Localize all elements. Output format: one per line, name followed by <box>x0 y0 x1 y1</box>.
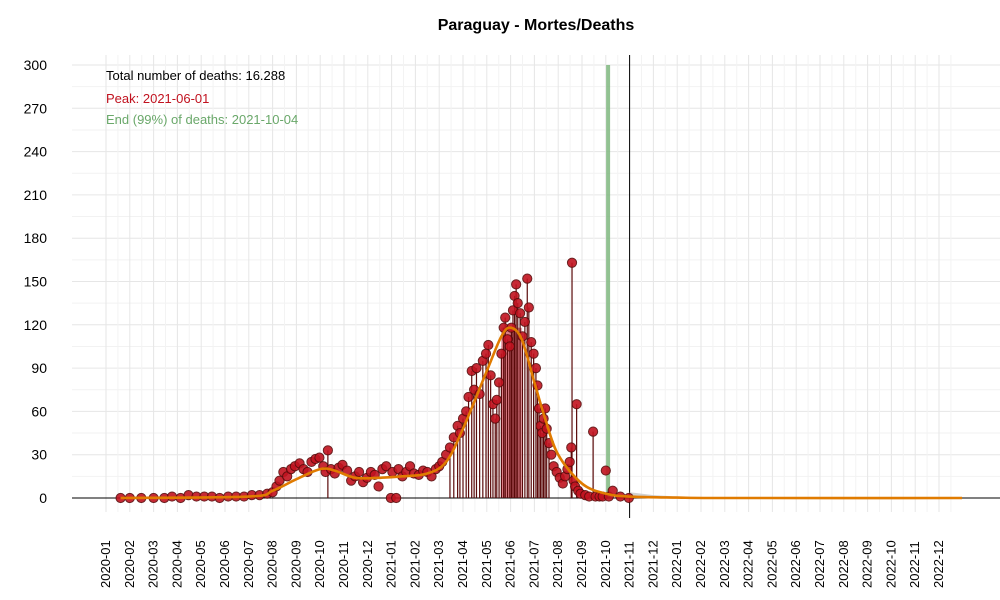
data-point <box>492 395 501 404</box>
x-tick-label: 2020-01 <box>98 540 113 588</box>
x-tick-label: 2021-08 <box>550 540 565 588</box>
data-point <box>520 317 529 326</box>
y-tick-label: 240 <box>24 144 48 160</box>
data-point <box>567 443 576 452</box>
x-tick-label: 2022-10 <box>883 540 898 588</box>
data-point <box>374 482 383 491</box>
data-point <box>572 400 581 409</box>
data-point <box>513 299 522 308</box>
y-tick-label: 0 <box>39 490 47 506</box>
x-tick-label: 2022-11 <box>907 541 922 588</box>
data-point <box>481 349 490 358</box>
data-point <box>491 414 500 423</box>
data-point <box>505 342 514 351</box>
y-tick-label: 90 <box>31 360 47 376</box>
data-point <box>392 493 401 502</box>
data-point <box>494 378 503 387</box>
annotation-peak: Peak: 2021-06-01 <box>106 91 209 106</box>
x-tick-label: 2020-02 <box>122 540 137 588</box>
y-tick-label: 270 <box>24 100 48 116</box>
x-tick-label: 2022-05 <box>764 540 779 588</box>
x-tick-label: 2022-07 <box>812 540 827 588</box>
x-tick-label: 2021-12 <box>645 540 660 588</box>
data-point <box>497 349 506 358</box>
x-tick-label: 2020-06 <box>217 540 232 588</box>
data-point <box>323 446 332 455</box>
x-tick-label: 2021-02 <box>407 540 422 588</box>
annotation-end: End (99%) of deaths: 2021-10-04 <box>106 112 298 127</box>
data-point <box>354 467 363 476</box>
annotation-total: Total number of deaths: 16.288 <box>106 68 285 83</box>
y-tick-label: 210 <box>24 187 48 203</box>
x-tick-label: 2021-09 <box>574 540 589 588</box>
y-tick-label: 180 <box>24 230 48 246</box>
end-line <box>606 65 610 498</box>
x-tick-label: 2020-07 <box>241 540 256 588</box>
data-point <box>565 457 574 466</box>
y-tick-label: 30 <box>31 447 47 463</box>
x-tick-label: 2021-07 <box>526 540 541 588</box>
data-point <box>624 493 633 502</box>
data-point <box>484 340 493 349</box>
data-point <box>601 466 610 475</box>
x-tick-label: 2022-02 <box>693 540 708 588</box>
x-tick-label: 2021-04 <box>455 540 470 588</box>
x-tick-label: 2022-06 <box>788 540 803 588</box>
data-point <box>523 274 532 283</box>
x-tick-label: 2021-10 <box>598 540 613 588</box>
data-point <box>529 349 538 358</box>
data-point <box>527 338 536 347</box>
x-tick-label: 2022-04 <box>741 540 756 588</box>
data-point <box>501 313 510 322</box>
x-tick-label: 2022-01 <box>669 540 684 588</box>
data-point <box>315 453 324 462</box>
x-tick-label: 2021-05 <box>479 540 494 588</box>
x-tick-label: 2020-12 <box>360 540 375 588</box>
data-point <box>547 450 556 459</box>
x-tick-label: 2021-11 <box>622 541 637 588</box>
y-tick-label: 120 <box>24 317 48 333</box>
x-tick-label: 2020-11 <box>336 541 351 588</box>
x-tick-label: 2020-08 <box>265 540 280 588</box>
x-tick-label: 2021-01 <box>384 540 399 588</box>
x-tick-label: 2021-03 <box>431 540 446 588</box>
x-tick-label: 2020-04 <box>169 540 184 588</box>
data-point <box>531 364 540 373</box>
x-tick-label: 2022-03 <box>717 540 732 588</box>
data-point <box>524 303 533 312</box>
x-tick-label: 2020-09 <box>288 540 303 588</box>
x-tick-label: 2021-06 <box>503 540 518 588</box>
y-tick-label: 300 <box>24 57 48 73</box>
x-tick-label: 2020-05 <box>193 540 208 588</box>
chart-title: Paraguay - Mortes/Deaths <box>438 17 635 34</box>
data-point <box>589 427 598 436</box>
data-point <box>516 309 525 318</box>
x-tick-label: 2022-09 <box>860 540 875 588</box>
x-tick-label: 2022-12 <box>931 540 946 588</box>
data-point <box>567 258 576 267</box>
y-tick-label: 60 <box>31 403 47 419</box>
x-tick-label: 2020-10 <box>312 540 327 588</box>
y-tick-label: 150 <box>24 274 48 290</box>
x-tick-label: 2020-03 <box>146 540 161 588</box>
data-point <box>512 280 521 289</box>
x-tick-label: 2022-08 <box>836 540 851 588</box>
